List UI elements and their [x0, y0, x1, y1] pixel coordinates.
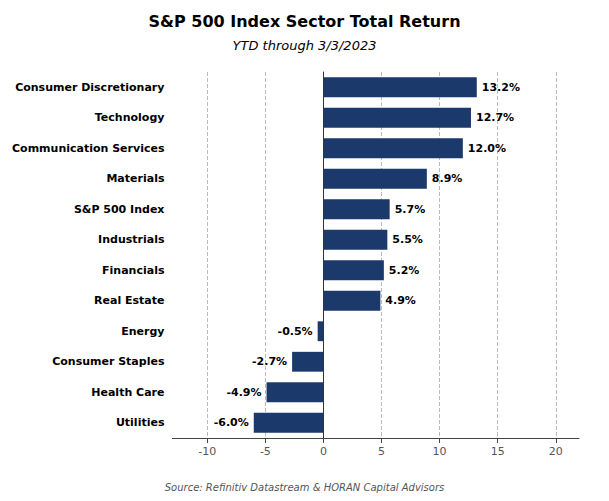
- svg-text:13.2%: 13.2%: [482, 81, 520, 94]
- svg-text:Financials: Financials: [102, 264, 165, 277]
- svg-text:Source: Refinitiv Datastream &: Source: Refinitiv Datastream & HORAN Cap…: [165, 482, 445, 493]
- svg-text:10: 10: [433, 445, 447, 458]
- svg-text:Health Care: Health Care: [91, 386, 164, 399]
- svg-text:YTD through 3/3/2023: YTD through 3/3/2023: [233, 38, 377, 53]
- svg-text:15: 15: [491, 445, 505, 458]
- svg-text:-6.0%: -6.0%: [214, 416, 249, 429]
- svg-text:S&P 500 Index Sector Total Ret: S&P 500 Index Sector Total Return: [148, 12, 460, 31]
- svg-text:5.7%: 5.7%: [395, 203, 426, 216]
- svg-text:Real Estate: Real Estate: [94, 294, 164, 307]
- svg-text:4.9%: 4.9%: [385, 294, 416, 307]
- svg-text:5: 5: [378, 445, 385, 458]
- svg-text:S&P 500 Index: S&P 500 Index: [74, 203, 165, 216]
- svg-text:Technology: Technology: [95, 111, 165, 124]
- svg-text:8.9%: 8.9%: [432, 172, 463, 185]
- svg-text:12.7%: 12.7%: [476, 111, 514, 124]
- svg-text:Consumer Discretionary: Consumer Discretionary: [15, 81, 164, 94]
- svg-text:Communication Services: Communication Services: [12, 142, 165, 155]
- svg-text:Materials: Materials: [106, 172, 164, 185]
- svg-text:-10: -10: [198, 445, 216, 458]
- svg-text:0: 0: [320, 445, 327, 458]
- svg-text:-5: -5: [260, 445, 271, 458]
- svg-text:5.5%: 5.5%: [392, 233, 423, 246]
- svg-text:20: 20: [549, 445, 563, 458]
- svg-text:5.2%: 5.2%: [389, 264, 420, 277]
- svg-text:-0.5%: -0.5%: [278, 325, 313, 338]
- svg-text:Industrials: Industrials: [98, 233, 165, 246]
- svg-text:Consumer Staples: Consumer Staples: [52, 355, 165, 368]
- svg-text:12.0%: 12.0%: [468, 142, 506, 155]
- svg-text:-4.9%: -4.9%: [226, 386, 261, 399]
- svg-text:Utilities: Utilities: [116, 416, 165, 429]
- svg-text:-2.7%: -2.7%: [252, 355, 287, 368]
- svg-text:Energy: Energy: [121, 325, 164, 338]
